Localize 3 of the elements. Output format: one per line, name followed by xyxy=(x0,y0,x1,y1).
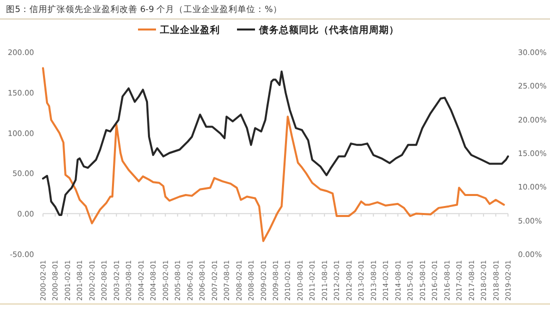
title: 图5：信用扩张领先企业盈利改善 6-9 个月（工业企业盈利单位：%） xyxy=(6,5,282,15)
legend-label: 债务总额同比（代表信用周期） xyxy=(258,24,399,36)
legend-label: 工业企业盈利 xyxy=(159,24,220,36)
